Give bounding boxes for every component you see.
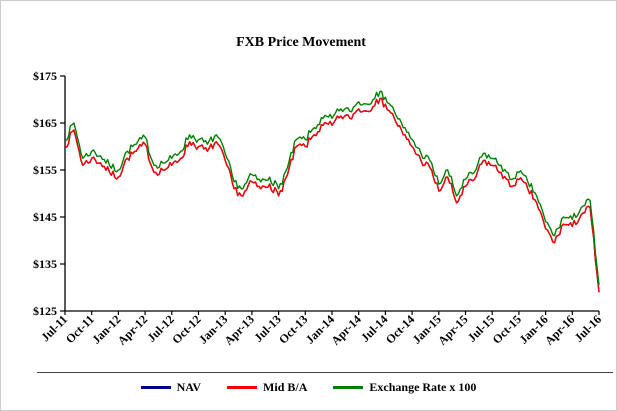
- y-axis-tick-label: $135: [33, 257, 57, 271]
- y-axis-tick-label: $155: [33, 163, 57, 177]
- exchange-rate-legend-line-icon: [333, 386, 364, 389]
- x-axis-tick-label: Jul-16: [572, 312, 605, 345]
- legend-divider: [37, 372, 613, 373]
- y-axis-tick-label: $165: [33, 116, 57, 130]
- x-axis-tick-label: Apr-12: [115, 312, 151, 348]
- nav-legend-label: NAV: [176, 380, 202, 394]
- x-axis-tick-label: Oct-12: [169, 312, 203, 346]
- legend-item-exchange-rate: Exchange Rate x 100: [333, 380, 476, 395]
- y-axis-tick-label: $175: [33, 69, 57, 83]
- chart-title: FXB Price Movement: [236, 35, 366, 50]
- y-axis-tick-label: $145: [33, 210, 57, 224]
- chart-legend: NAV Mid B/A Exchange Rate x 100: [1, 380, 616, 395]
- series-line-exchange-rate-x-100: [64, 90, 600, 286]
- series-line-mid-b-a: [64, 97, 600, 293]
- exchange-rate-legend-label: Exchange Rate x 100: [369, 380, 477, 394]
- x-axis-tick-label: Apr-14: [328, 312, 364, 348]
- x-axis-tick-label: Oct-13: [276, 312, 310, 346]
- y-axis-tick-label: $125: [33, 304, 57, 318]
- nav-legend-line-icon: [140, 386, 171, 389]
- x-axis-tick-label: Apr-15: [435, 312, 471, 348]
- x-axis-tick-label: Oct-11: [63, 312, 97, 346]
- mid-ba-legend-label: Mid B/A: [263, 380, 308, 394]
- x-axis-tick-label: Apr-16: [542, 312, 578, 348]
- x-axis-tick-label: Oct-14: [383, 312, 417, 346]
- x-axis-tick-label: Oct-15: [490, 312, 524, 346]
- x-axis-tick-label: Apr-13: [222, 312, 258, 348]
- series-line-nav: [64, 97, 600, 293]
- mid-ba-legend-line-icon: [227, 386, 258, 389]
- legend-item-nav: NAV: [140, 380, 202, 395]
- price-chart-canvas: FXB Price Movement $125 $135 $145 $155 $165 $…: [33, 35, 605, 348]
- legend-item-mid-ba: Mid B/A: [227, 380, 307, 395]
